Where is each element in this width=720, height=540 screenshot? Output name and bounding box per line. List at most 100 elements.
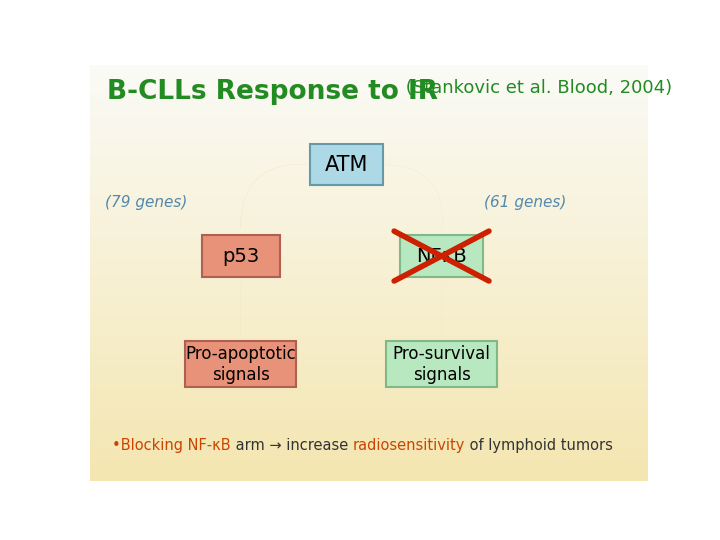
Bar: [90, 138, 648, 140]
Bar: [90, 306, 648, 308]
Bar: [90, 327, 648, 329]
Bar: [90, 468, 648, 470]
Bar: [90, 171, 648, 173]
Bar: [90, 65, 648, 67]
Bar: [90, 370, 648, 373]
Bar: [90, 156, 648, 158]
Bar: [90, 437, 648, 439]
Bar: [90, 373, 648, 375]
Bar: [90, 268, 648, 271]
Bar: [90, 210, 648, 212]
Bar: [90, 241, 648, 244]
Bar: [90, 160, 648, 163]
Bar: [90, 424, 648, 427]
Bar: [90, 190, 648, 192]
Bar: [90, 246, 648, 248]
Bar: [90, 470, 648, 472]
Bar: [90, 106, 648, 109]
FancyBboxPatch shape: [202, 235, 280, 277]
Bar: [90, 173, 648, 175]
Bar: [90, 204, 648, 206]
Bar: [90, 256, 648, 258]
Bar: [90, 92, 648, 94]
Bar: [90, 244, 648, 246]
Text: ATM: ATM: [325, 154, 369, 174]
Bar: [90, 337, 648, 339]
Text: B-CLLs Response to IR: B-CLLs Response to IR: [107, 79, 438, 105]
Bar: [90, 129, 648, 131]
Bar: [90, 446, 648, 447]
Bar: [90, 223, 648, 225]
Bar: [90, 385, 648, 387]
Bar: [90, 96, 648, 98]
FancyBboxPatch shape: [386, 341, 498, 387]
Bar: [90, 302, 648, 304]
Text: Pro-apoptotic
signals: Pro-apoptotic signals: [185, 345, 296, 383]
Bar: [90, 420, 648, 422]
Bar: [90, 416, 648, 418]
Bar: [90, 412, 648, 414]
Bar: [90, 212, 648, 214]
Bar: [90, 144, 648, 146]
Bar: [90, 349, 648, 352]
Bar: [90, 104, 648, 106]
Bar: [90, 217, 648, 219]
Bar: [90, 266, 648, 268]
Bar: [90, 458, 648, 460]
Bar: [90, 460, 648, 462]
Bar: [90, 402, 648, 404]
Bar: [90, 152, 648, 154]
Bar: [90, 443, 648, 446]
Bar: [90, 391, 648, 393]
Bar: [90, 281, 648, 283]
Bar: [90, 414, 648, 416]
Bar: [90, 177, 648, 179]
FancyBboxPatch shape: [310, 144, 383, 185]
Bar: [90, 183, 648, 185]
Bar: [90, 454, 648, 456]
Text: p53: p53: [222, 247, 259, 266]
Bar: [90, 285, 648, 287]
Bar: [90, 310, 648, 312]
Bar: [90, 364, 648, 366]
Bar: [90, 339, 648, 341]
Bar: [90, 325, 648, 327]
Bar: [90, 464, 648, 466]
Bar: [90, 379, 648, 381]
Bar: [90, 431, 648, 433]
Bar: [90, 387, 648, 389]
Bar: [90, 69, 648, 71]
Text: NFκB: NFκB: [416, 247, 467, 266]
Text: of lymphoid tumors: of lymphoid tumors: [465, 438, 613, 453]
Bar: [90, 441, 648, 443]
Bar: [90, 300, 648, 302]
Bar: [90, 360, 648, 362]
FancyBboxPatch shape: [185, 341, 297, 387]
Bar: [90, 381, 648, 383]
Bar: [90, 227, 648, 229]
Bar: [90, 389, 648, 391]
Bar: [90, 275, 648, 277]
Text: •Blocking NF-κB: •Blocking NF-κB: [112, 438, 231, 453]
Bar: [90, 87, 648, 90]
Bar: [90, 119, 648, 121]
Bar: [90, 231, 648, 233]
Bar: [90, 90, 648, 92]
Bar: [90, 67, 648, 69]
Bar: [90, 439, 648, 441]
Bar: [90, 229, 648, 231]
Bar: [90, 111, 648, 113]
Bar: [90, 304, 648, 306]
Bar: [90, 474, 648, 476]
Bar: [90, 346, 648, 348]
Bar: [90, 109, 648, 111]
Bar: [90, 298, 648, 300]
Bar: [90, 429, 648, 431]
FancyBboxPatch shape: [400, 235, 483, 277]
Bar: [90, 196, 648, 198]
Text: arm → increase: arm → increase: [231, 438, 353, 453]
Bar: [90, 449, 648, 451]
Bar: [90, 397, 648, 400]
Bar: [90, 248, 648, 250]
Bar: [90, 117, 648, 119]
